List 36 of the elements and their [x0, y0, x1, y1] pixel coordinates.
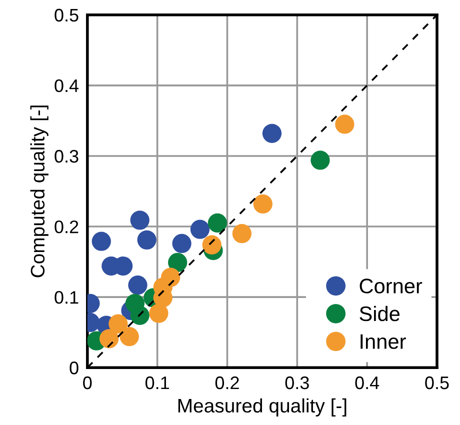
x-tick-label: 0.1: [145, 376, 169, 390]
x-tick-label: 0: [83, 376, 92, 390]
point: [100, 329, 119, 348]
legend-label: Inner: [360, 334, 406, 349]
point: [208, 213, 228, 233]
x-tick-label: 0.4: [355, 376, 380, 390]
point: [335, 114, 354, 134]
point: [190, 220, 210, 239]
legend-label: Side: [360, 306, 400, 322]
point: [310, 150, 330, 170]
point: [202, 235, 222, 254]
legend-label: Corner: [360, 278, 422, 294]
y-tick-label: 0.4: [54, 79, 79, 92]
x-tick-label: 0.5: [425, 376, 449, 390]
point: [108, 314, 128, 334]
point: [172, 234, 192, 254]
y-tick-label: 0.5: [54, 8, 78, 22]
point: [232, 224, 252, 244]
y-axis-title: Computed quality [-]: [30, 106, 48, 278]
point: [130, 306, 150, 325]
point: [168, 252, 188, 272]
y-tick-label: 0.1: [54, 291, 78, 304]
x-tick-label: 0.2: [215, 376, 239, 390]
x-axis-title: Measured quality [-]: [178, 398, 346, 416]
point: [128, 276, 148, 295]
point: [137, 230, 156, 250]
point: [92, 232, 111, 251]
y-tick-label: 0: [70, 362, 78, 374]
point: [253, 194, 272, 214]
point: [130, 210, 150, 230]
point: [262, 124, 282, 143]
y-tick-label: 0.2: [54, 220, 78, 234]
point: [120, 327, 139, 346]
x-tick-label: 0.3: [285, 376, 309, 390]
point: [149, 304, 168, 323]
y-tick-label: 0.3: [54, 150, 78, 163]
